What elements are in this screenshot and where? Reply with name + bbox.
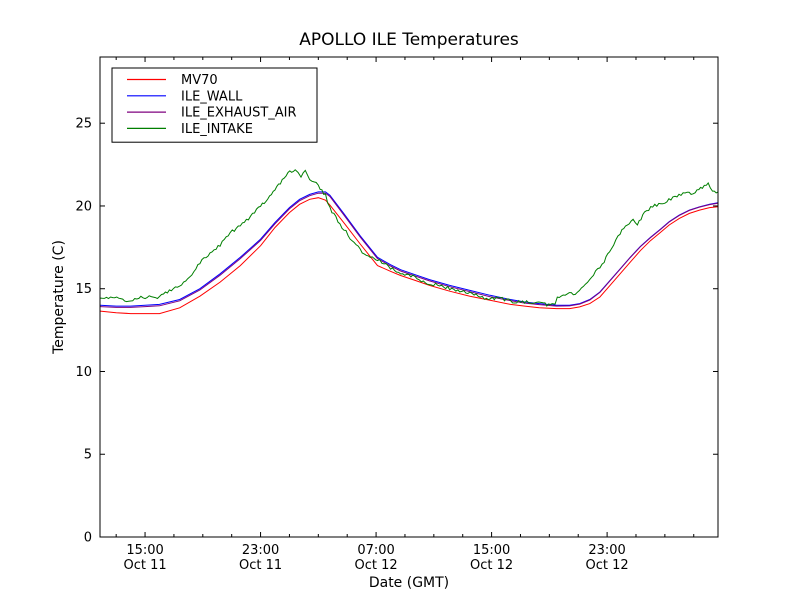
x-tick-label: 07:00 Oct 12 — [355, 543, 398, 573]
x-tick-label: 15:00 Oct 12 — [470, 543, 513, 573]
legend-item-ILE_EXHAUST_AIR: ILE_EXHAUST_AIR — [127, 106, 297, 121]
y-tick-label: 20 — [75, 199, 92, 214]
series-MV70 — [100, 197, 718, 315]
legend-item-MV70: MV70 — [127, 73, 218, 88]
series-ILE_INTAKE — [100, 169, 718, 307]
y-tick-label: 10 — [75, 365, 92, 380]
legend-item-ILE_INTAKE: ILE_INTAKE — [127, 122, 253, 137]
legend-item-ILE_WALL: ILE_WALL — [127, 89, 243, 104]
x-axis-label: Date (GMT) — [369, 575, 449, 591]
legend-label: MV70 — [181, 73, 218, 88]
legend-label: ILE_EXHAUST_AIR — [181, 106, 297, 121]
x-tick-label: 23:00 Oct 11 — [239, 543, 282, 573]
y-tick-label: 0 — [84, 531, 92, 546]
series-ILE_WALL — [100, 191, 718, 307]
y-axis-label: Temperature (C) — [51, 240, 67, 355]
plot-series-layer — [100, 169, 718, 315]
y-tick-label: 15 — [75, 282, 92, 297]
x-tick-label: 23:00 Oct 12 — [586, 543, 629, 573]
plot-frame — [99, 56, 719, 538]
y-tick-label: 25 — [75, 117, 92, 132]
y-tick-label: 5 — [84, 448, 92, 463]
legend-label: ILE_WALL — [181, 89, 243, 104]
axes-layer: 0 5 10 15 20 25 15:00 Oct 11 23:00 Oct 11 07:00 Oct… — [75, 56, 719, 573]
y-axis: 0 5 10 15 20 25 — [75, 117, 718, 546]
legend-box — [111, 67, 318, 143]
x-axis: 15:00 Oct 11 23:00 Oct 11 07:00 Oct 12 15:00 Oc… — [115, 57, 695, 573]
series-ILE_EXHAUST_AIR — [100, 192, 718, 308]
x-tick-label: 15:00 Oct 11 — [123, 543, 166, 573]
legend-label: ILE_INTAKE — [181, 122, 253, 137]
chart-title: APOLLO ILE Temperatures — [299, 30, 519, 50]
